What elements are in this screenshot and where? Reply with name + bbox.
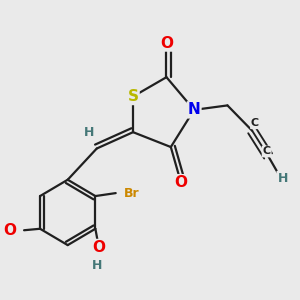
Text: O: O [3, 223, 16, 238]
Text: H: H [278, 172, 288, 185]
Text: S: S [128, 89, 139, 104]
Text: C: C [262, 146, 271, 157]
Text: C: C [251, 118, 259, 128]
Text: O: O [160, 35, 173, 50]
Text: O: O [92, 240, 105, 255]
Text: H: H [84, 126, 95, 139]
Text: O: O [175, 175, 188, 190]
Text: N: N [188, 102, 200, 117]
Text: H: H [92, 259, 102, 272]
Text: Br: Br [124, 187, 139, 200]
